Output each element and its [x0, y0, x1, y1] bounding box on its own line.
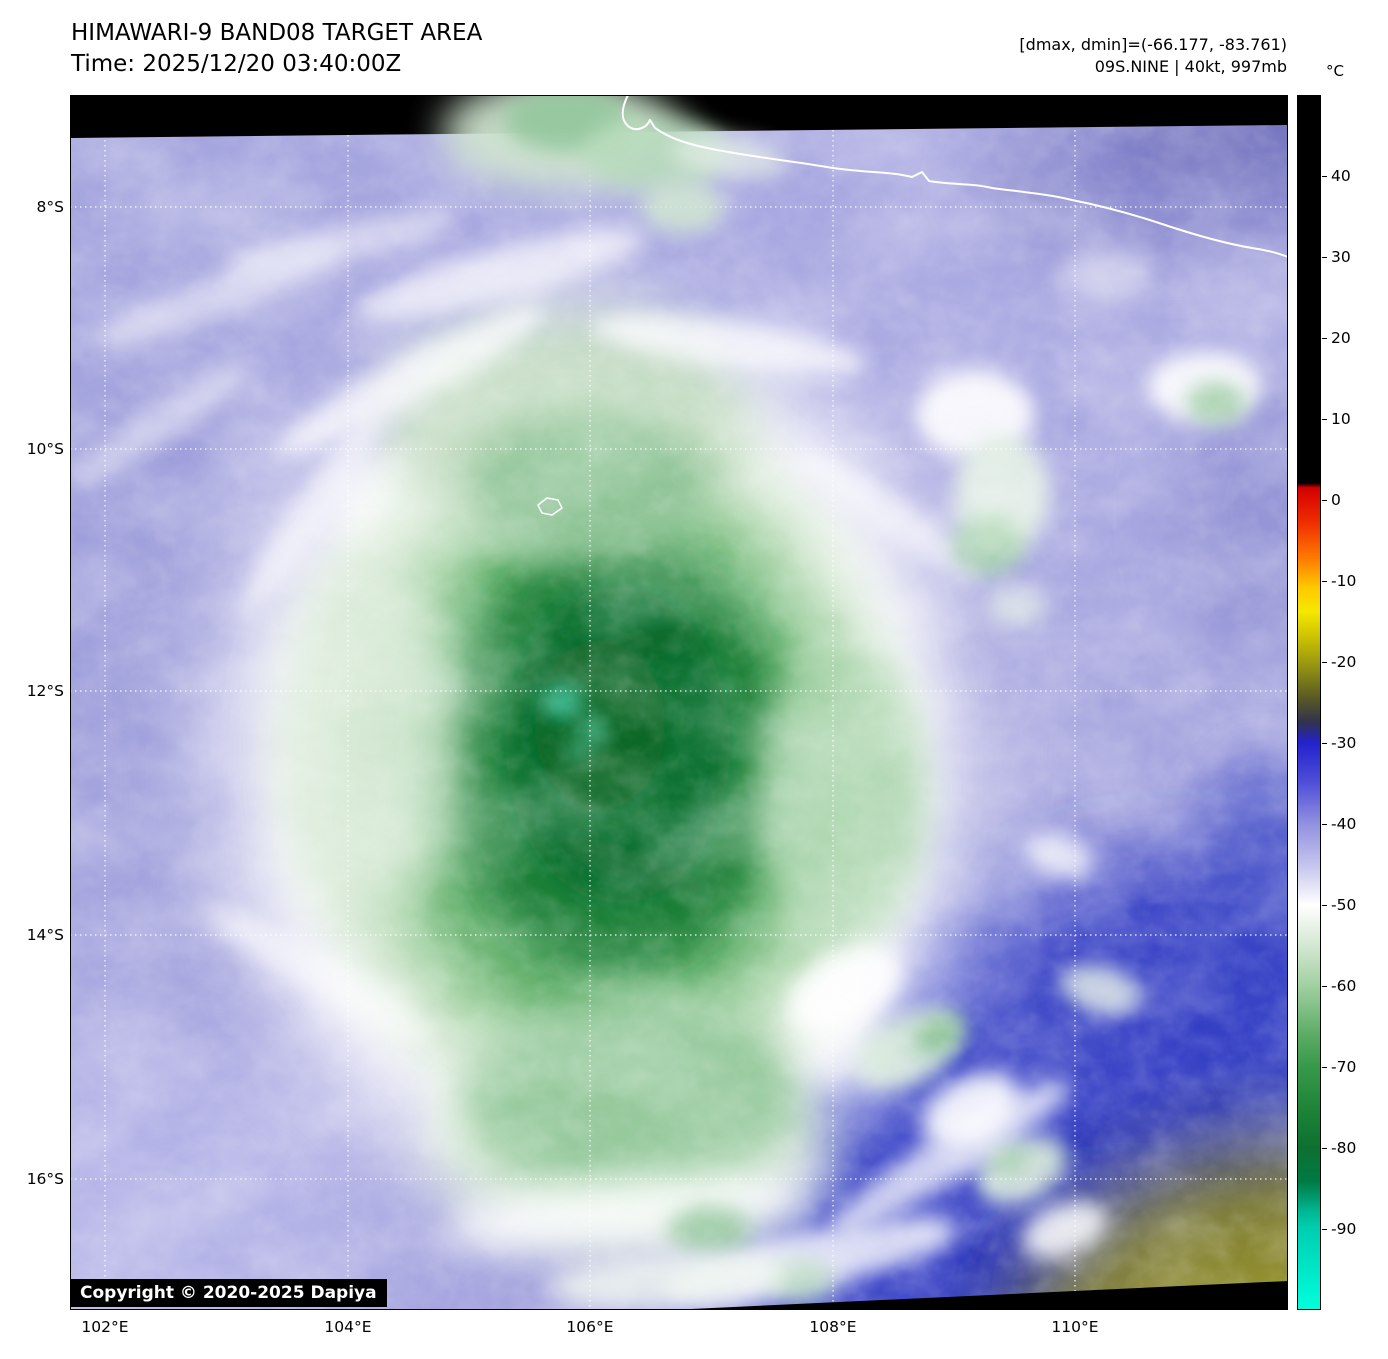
colorbar-unit-label: °C	[1326, 62, 1344, 80]
colorbar-tick-label: -70	[1331, 1058, 1357, 1076]
colorbar-tick	[1322, 662, 1327, 663]
colorbar-tick	[1322, 1229, 1327, 1230]
x-axis-tick-label: 102°E	[81, 1318, 129, 1336]
christmas-island-outline	[537, 497, 563, 516]
colorbar-tick-label: -80	[1331, 1139, 1357, 1157]
x-axis-tick-label: 110°E	[1051, 1318, 1099, 1336]
colorbar	[1297, 95, 1321, 1310]
colorbar-tick-label: -50	[1331, 896, 1357, 914]
satellite-map: Copyright © 2020-2025 Dapiya	[70, 95, 1288, 1310]
colorbar-tick-label: -90	[1331, 1220, 1357, 1238]
colorbar-tick	[1322, 176, 1327, 177]
cloud-texture-noise-fine	[70, 95, 1288, 1310]
colorbar-tick-label: 40	[1331, 167, 1351, 185]
colorbar-tick-label: -30	[1331, 734, 1357, 752]
colorbar-tick	[1322, 1148, 1327, 1149]
satellite-image	[70, 95, 1288, 1310]
top-edge-cloud	[442, 95, 790, 233]
time-label: Time: 2025/12/20 03:40:00Z	[71, 51, 402, 77]
y-axis-tick-label: 12°S	[26, 682, 64, 700]
offscan-band-top	[70, 95, 1288, 138]
graticule	[70, 95, 1288, 1310]
colorbar-tick	[1322, 743, 1327, 744]
colorbar-tick-label: -60	[1331, 977, 1357, 995]
colorbar-tick	[1322, 824, 1327, 825]
y-axis-tick-label: 14°S	[26, 926, 64, 944]
offscan-wedge-bottom	[670, 1281, 1288, 1310]
colorbar-tick-label: -20	[1331, 653, 1357, 671]
colorbar-tick-label: 30	[1331, 248, 1351, 266]
colorbar-tick	[1322, 500, 1327, 501]
colorbar-tick	[1322, 986, 1327, 987]
y-axis-tick-label: 10°S	[26, 440, 64, 458]
map-frame	[70, 95, 1288, 1310]
x-axis-tick-label: 104°E	[324, 1318, 372, 1336]
colorbar-tick-label: -40	[1331, 815, 1357, 833]
storm-info-label: 09S.NINE | 40kt, 997mb	[1094, 57, 1287, 76]
y-axis-tick-label: 16°S	[26, 1170, 64, 1188]
dmax-dmin-label: [dmax, dmin]=(-66.177, -83.761)	[1019, 35, 1287, 54]
colorbar-tick	[1322, 419, 1327, 420]
y-axis-tick-label: 8°S	[36, 198, 64, 216]
java-coastline	[621, 95, 1288, 258]
colorbar-tick-label: 10	[1331, 410, 1351, 428]
colorbar-tick-label: -10	[1331, 572, 1357, 590]
x-axis-tick-label: 106°E	[566, 1318, 614, 1336]
colorbar-tick-label: 0	[1331, 491, 1341, 509]
copyright-badge: Copyright © 2020-2025 Dapiya	[70, 1279, 387, 1307]
colorbar-tick	[1322, 338, 1327, 339]
colorbar-tick	[1322, 257, 1327, 258]
colorbar-tick	[1322, 905, 1327, 906]
x-axis-tick-label: 108°E	[809, 1318, 857, 1336]
colorbar-tick	[1322, 1067, 1327, 1068]
colorbar-tick	[1322, 581, 1327, 582]
colorbar-tick-label: 20	[1331, 329, 1351, 347]
figure-title: HIMAWARI-9 BAND08 TARGET AREA	[71, 20, 483, 46]
header-right-block: [dmax, dmin]=(-66.177, -83.761) 09S.NINE…	[1019, 34, 1287, 78]
